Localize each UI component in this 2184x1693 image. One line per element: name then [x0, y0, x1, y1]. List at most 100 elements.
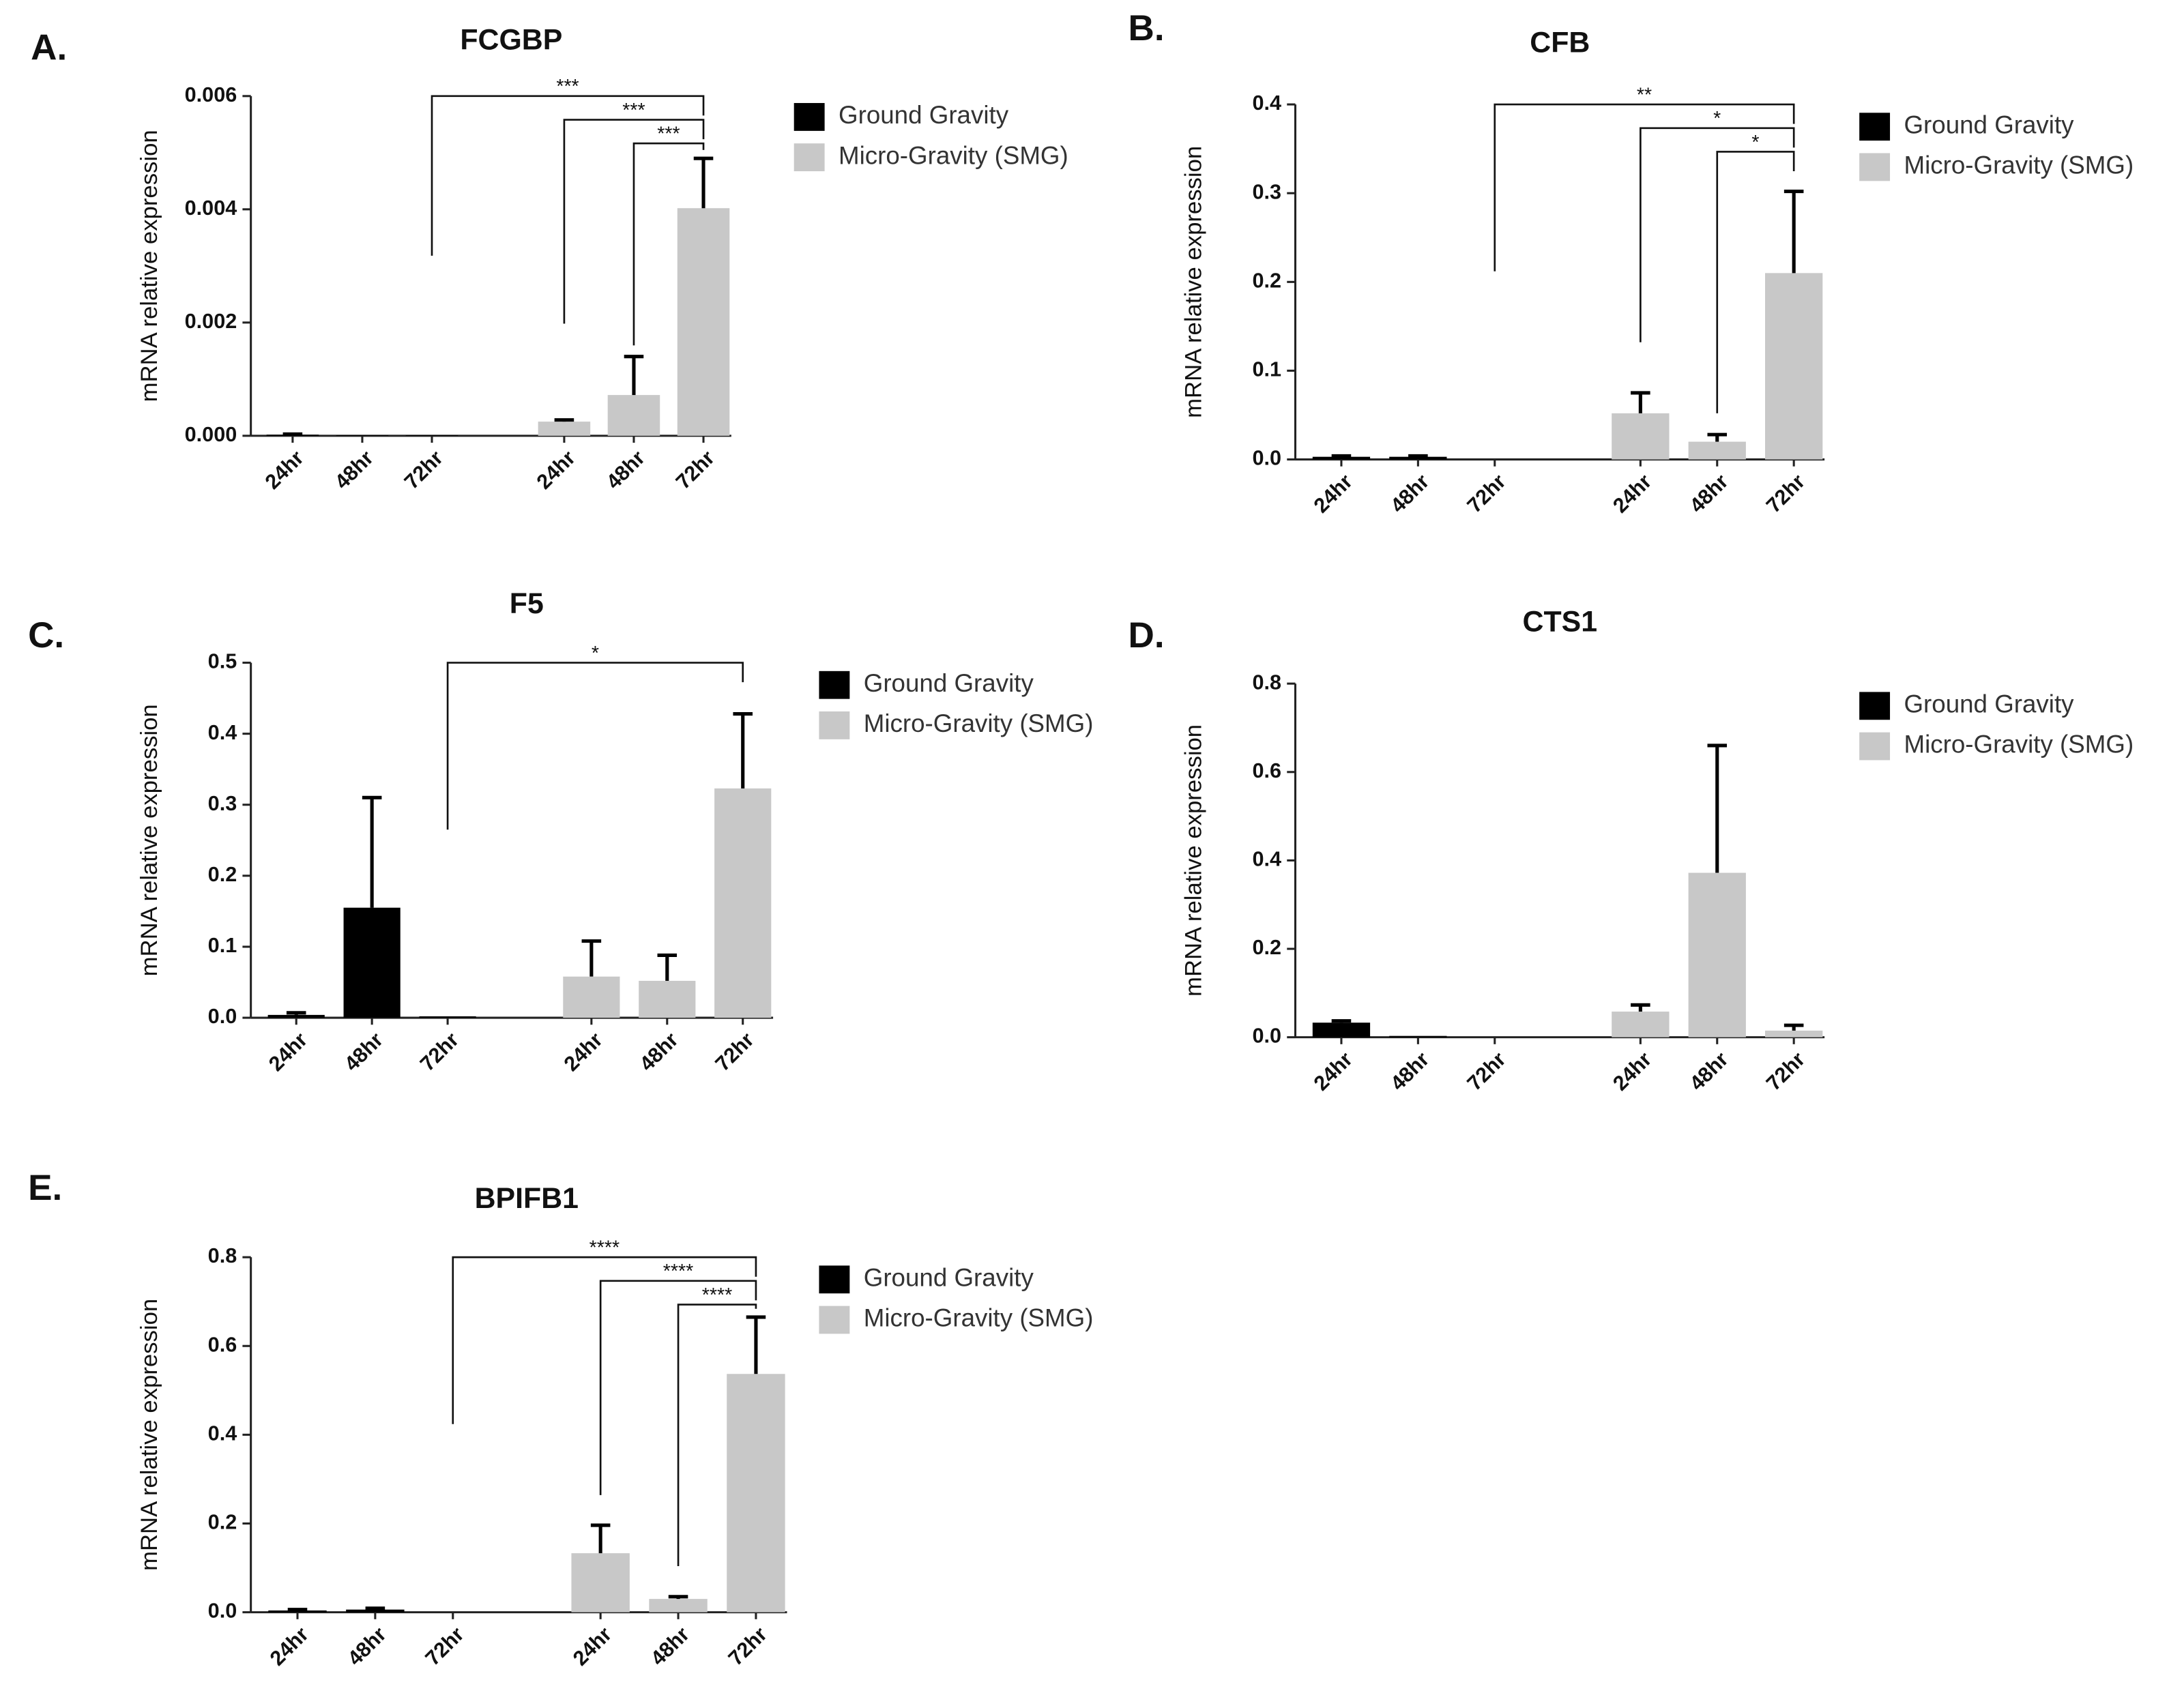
- chart-title: FCGBP: [460, 24, 562, 57]
- x-tick-label: 24hr: [1309, 1048, 1357, 1095]
- error-bar: [1783, 1023, 1804, 1031]
- significance-bracket: [632, 142, 705, 346]
- x-tick-label: 24hr: [532, 446, 580, 494]
- legend-swatch: [793, 143, 825, 172]
- error-bar: [286, 1011, 306, 1015]
- bar: [268, 1610, 327, 1613]
- y-tick-label: 0.006: [185, 83, 237, 106]
- x-tick-label: 24hr: [1608, 470, 1656, 518]
- y-tick-label: 0.4: [1253, 848, 1282, 871]
- legend-swatch: [1859, 732, 1891, 761]
- significance-label: ***: [622, 100, 645, 121]
- legend-swatch: [1859, 113, 1891, 141]
- y-tick-label: 0.2: [208, 1511, 237, 1534]
- significance-bracket: [1640, 127, 1795, 342]
- y-tick-label: 0.2: [1253, 936, 1282, 959]
- x-tick-label: 24hr: [265, 1623, 313, 1670]
- x-tick-label: 72hr: [671, 446, 719, 494]
- x-tick-label: 72hr: [400, 446, 448, 494]
- y-tick-label: 0.0: [208, 1005, 237, 1028]
- y-tick-label: 0.0: [1253, 447, 1282, 470]
- bar: [343, 907, 401, 1018]
- legend-label: Ground Gravity: [1904, 690, 2074, 718]
- significance-bracket: [1494, 103, 1795, 271]
- bar: [1688, 872, 1746, 1037]
- significance-bracket: [677, 1304, 757, 1566]
- legend-label: Micro-Gravity (SMG): [839, 141, 1068, 169]
- bar: [677, 208, 730, 436]
- x-tick-label: 72hr: [711, 1028, 759, 1076]
- x-tick-label: 48hr: [602, 446, 650, 494]
- error-bar: [693, 156, 714, 209]
- bar: [538, 422, 591, 436]
- error-bar: [1707, 744, 1728, 873]
- x-tick-label: 24hr: [559, 1028, 607, 1076]
- bar: [1312, 456, 1371, 460]
- panel-label: B.: [1129, 8, 1165, 48]
- legend-label: Ground Gravity: [864, 1263, 1034, 1291]
- error-bar: [554, 418, 574, 422]
- x-tick-label: 48hr: [1386, 1048, 1434, 1095]
- x-tick-label: 24hr: [264, 1028, 312, 1076]
- error-bar: [1331, 1019, 1352, 1023]
- x-tick-label: 48hr: [330, 446, 378, 494]
- legend-label: Ground Gravity: [1904, 111, 2074, 138]
- error-bar: [746, 1315, 766, 1374]
- chart-title: CFB: [1530, 27, 1590, 59]
- legend-label: Micro-Gravity (SMG): [864, 709, 1094, 737]
- error-bar: [362, 795, 382, 908]
- significance-label: ****: [663, 1261, 693, 1282]
- bar: [639, 980, 696, 1018]
- significance-label: ***: [556, 76, 579, 98]
- significance-label: *: [592, 643, 599, 664]
- legend-swatch: [819, 1306, 850, 1334]
- x-tick-label: 48hr: [343, 1623, 391, 1670]
- error-bar: [581, 939, 602, 977]
- x-tick-label: 48hr: [1685, 1048, 1733, 1095]
- y-axis-label: mRNA relative expression: [1181, 724, 1207, 997]
- significance-label: *: [1751, 132, 1759, 153]
- y-tick-label: 0.0: [208, 1600, 237, 1623]
- y-tick-label: 0.8: [208, 1244, 237, 1267]
- significance-bracket: [446, 662, 744, 830]
- significance-label: **: [1637, 84, 1652, 106]
- panel-label: D.: [1129, 615, 1165, 656]
- bar: [267, 1014, 325, 1018]
- y-tick-label: 0.000: [185, 423, 237, 446]
- bar: [714, 788, 772, 1018]
- bar: [419, 1016, 476, 1018]
- y-axis-label: mRNA relative expression: [136, 130, 162, 402]
- x-tick-label: 24hr: [568, 1623, 616, 1670]
- legend-swatch: [1859, 692, 1891, 720]
- bar: [1612, 413, 1670, 460]
- legend-label: Micro-Gravity (SMG): [864, 1304, 1094, 1332]
- legend-label: Ground Gravity: [839, 101, 1009, 129]
- legend-label: Ground Gravity: [864, 669, 1034, 697]
- y-tick-label: 0.4: [1253, 91, 1282, 115]
- chart-title: CTS1: [1523, 606, 1598, 638]
- panel-label: A.: [31, 27, 67, 68]
- error-bar: [590, 1523, 611, 1554]
- y-tick-label: 0.1: [208, 934, 237, 957]
- significance-bracket: [1716, 151, 1795, 413]
- significance-label: ****: [589, 1237, 620, 1258]
- significance-bracket: [452, 1256, 757, 1424]
- error-bar: [668, 1595, 688, 1600]
- x-tick-label: 72hr: [1463, 470, 1511, 518]
- legend-swatch: [819, 1265, 850, 1294]
- bar: [607, 395, 660, 436]
- error-bar: [657, 953, 678, 981]
- error-bar: [365, 1606, 385, 1610]
- legend-label: Micro-Gravity (SMG): [1904, 151, 2134, 179]
- bar: [405, 435, 458, 436]
- error-bar: [1783, 190, 1804, 274]
- error-bar: [733, 711, 753, 789]
- y-tick-label: 0.4: [208, 721, 237, 744]
- significance-bracket: [563, 119, 705, 324]
- error-bar: [1631, 391, 1650, 413]
- x-tick-label: 72hr: [1762, 1048, 1809, 1095]
- y-tick-label: 0.1: [1253, 358, 1282, 381]
- x-tick-label: 24hr: [1608, 1048, 1656, 1095]
- y-tick-label: 0.004: [185, 196, 237, 220]
- significance-label: ****: [702, 1284, 732, 1306]
